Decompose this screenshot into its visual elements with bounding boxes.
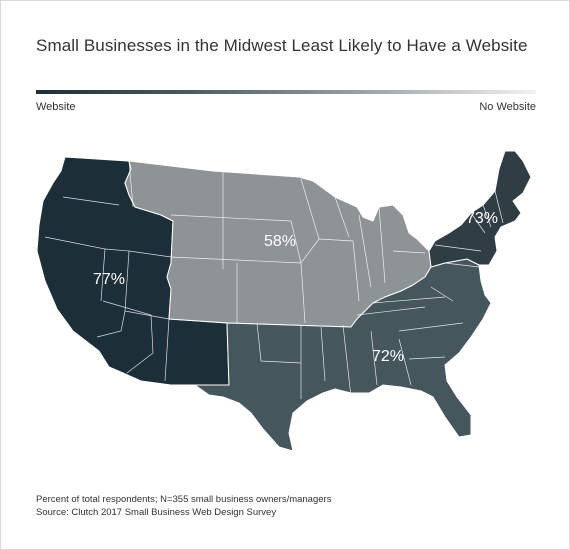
label-northeast: 73%	[466, 210, 498, 227]
legend-gradient-bar	[36, 90, 536, 94]
chart-title: Small Businesses in the Midwest Least Li…	[36, 36, 528, 55]
footnote-line-1: Percent of total respondents; N=355 smal…	[36, 494, 332, 505]
legend-left-label: Website	[36, 101, 76, 113]
footnote: Percent of total respondents; N=355 smal…	[36, 493, 331, 519]
region-south	[170, 258, 492, 452]
label-midwest: 58%	[264, 233, 296, 250]
region-northeast	[428, 150, 532, 268]
state-borders	[44, 160, 504, 399]
legend-right-label: No Website	[479, 101, 536, 113]
label-south: 72%	[372, 348, 404, 365]
footnote-line-2: Source: Clutch 2017 Small Business Web D…	[36, 507, 277, 518]
label-west: 77%	[93, 271, 125, 288]
